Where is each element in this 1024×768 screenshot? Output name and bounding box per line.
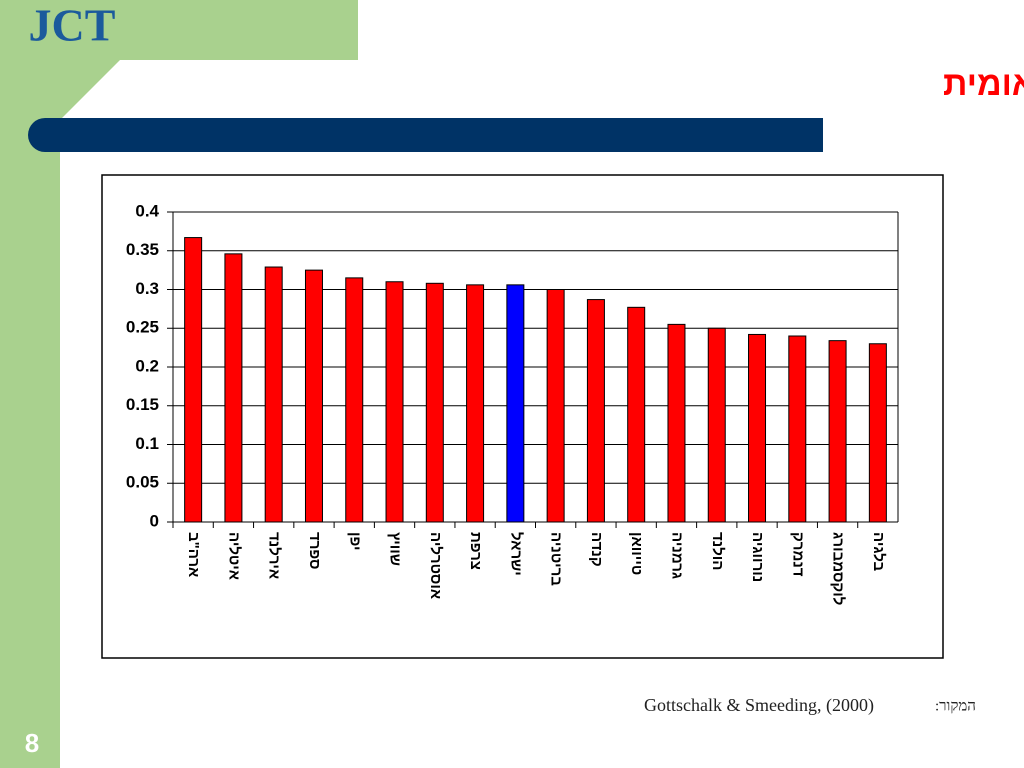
title-bar — [28, 118, 823, 152]
bar — [264, 266, 283, 523]
y-tick-label: 0.15 — [126, 395, 159, 414]
bar — [868, 343, 887, 523]
x-tick-label: יפן — [346, 532, 363, 551]
source-text: Gottschalk & Smeeding, (2000) — [644, 695, 874, 716]
bar — [506, 284, 525, 523]
x-tick-label: שוויץ — [387, 532, 404, 566]
x-tick-label: ספרד — [306, 532, 323, 569]
bar — [224, 253, 243, 523]
y-tick-label: 0.35 — [126, 240, 159, 259]
y-tick-label: 0.3 — [135, 279, 159, 298]
bar — [425, 282, 444, 523]
y-tick-label: 0.4 — [135, 201, 159, 220]
bar — [546, 289, 565, 523]
bar — [667, 323, 686, 523]
source-label: המקור: — [935, 698, 976, 714]
bar — [788, 335, 807, 523]
bar — [627, 306, 646, 523]
x-tick-label: ארה"ב — [185, 532, 202, 577]
bar — [828, 340, 847, 523]
bar — [707, 327, 726, 523]
bar — [466, 284, 485, 523]
page-number: 8 — [25, 728, 39, 758]
y-tick-label: 0.25 — [126, 318, 159, 337]
x-tick-label: ישראל — [507, 532, 524, 576]
bar — [184, 237, 203, 523]
x-tick-label: לוקסמבורג — [830, 532, 847, 605]
y-tick-label: 0.1 — [135, 434, 159, 453]
y-tick-label: 0.2 — [135, 356, 159, 375]
x-tick-label: גרמניה — [669, 532, 686, 579]
x-tick-label: איטליה — [225, 532, 242, 580]
x-tick-label: טייוואן — [628, 532, 645, 575]
x-tick-label: דנמרק — [789, 532, 806, 577]
logo: JCT — [29, 0, 116, 51]
x-tick-label: בריטניה — [548, 532, 565, 586]
corner — [60, 60, 120, 120]
bar — [385, 281, 404, 523]
chart-title: אי השוויון בהכנסה נטו, השוואה בינלאומית — [943, 65, 1024, 103]
x-tick-label: צרפת — [467, 532, 484, 570]
x-tick-label: בלגיה — [870, 532, 887, 572]
bar — [345, 277, 364, 523]
x-tick-label: קנדה — [588, 532, 605, 567]
x-tick-label: נורווגיה — [749, 532, 766, 582]
bar — [304, 269, 323, 523]
x-tick-label: אירלנד — [266, 532, 283, 579]
y-tick-label: 0.05 — [126, 473, 159, 492]
x-tick-label: אוסטרליה — [427, 532, 444, 599]
bar — [748, 333, 767, 523]
y-tick-label: 0 — [150, 511, 159, 530]
bar — [586, 299, 605, 523]
x-tick-label: הולנד — [709, 532, 726, 570]
